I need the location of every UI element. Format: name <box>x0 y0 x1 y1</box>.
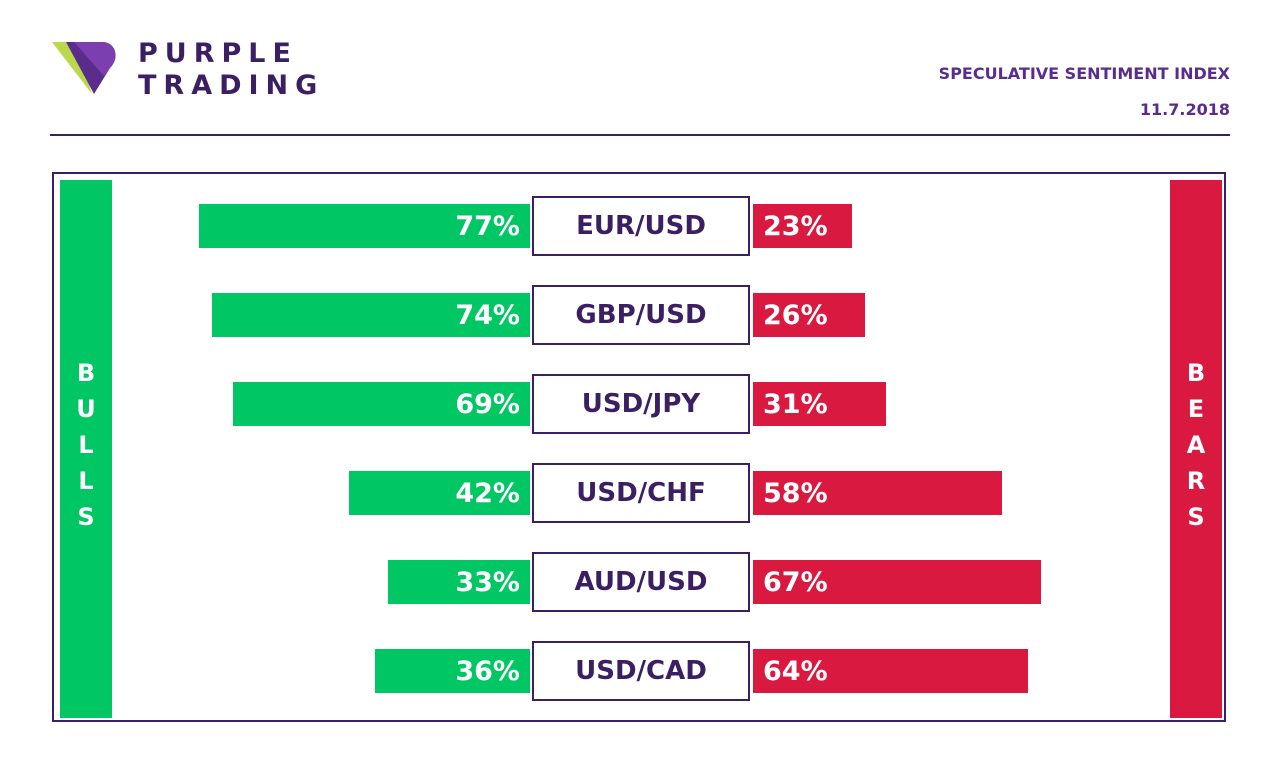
brand-line-1: PURPLE <box>138 38 298 69</box>
brand-name: PURPLE TRADING <box>138 38 324 102</box>
bull-bar-usd-cad: 36% <box>375 649 530 693</box>
bull-value-label: 42% <box>455 477 520 509</box>
bulls-side-label: BULLS <box>60 180 112 718</box>
bull-value-label: 36% <box>455 655 520 687</box>
bear-bar-usd-cad: 64% <box>753 649 1029 693</box>
bull-value-label: 69% <box>455 388 520 420</box>
header-info: SPECULATIVE SENTIMENT INDEX 11.7.2018 <box>939 56 1230 128</box>
brand-line-2: TRADING <box>138 70 325 101</box>
report-date: 11.7.2018 <box>1139 100 1230 119</box>
bear-bar-usd-jpy: 31% <box>753 382 887 426</box>
currency-pair-label: USD/CAD <box>532 641 750 701</box>
bull-bar-aud-usd: 33% <box>388 560 530 604</box>
bear-value-label: 26% <box>763 299 828 331</box>
bear-bar-eur-usd: 23% <box>753 204 852 248</box>
currency-pair-label: GBP/USD <box>532 285 750 345</box>
bull-bar-eur-usd: 77% <box>198 204 530 248</box>
bear-value-label: 23% <box>763 210 828 242</box>
currency-pair-label: EUR/USD <box>532 196 750 256</box>
bear-bar-aud-usd: 67% <box>753 560 1042 604</box>
bull-bar-usd-jpy: 69% <box>233 382 530 426</box>
bull-bar-usd-chf: 42% <box>349 471 530 515</box>
bull-value-label: 74% <box>455 299 520 331</box>
header-divider <box>50 134 1230 136</box>
bear-bar-usd-chf: 58% <box>753 471 1003 515</box>
purple-trading-logo-icon <box>52 42 116 94</box>
bear-value-label: 31% <box>763 388 828 420</box>
bulls-label: BULLS <box>72 359 100 539</box>
currency-pair-label: USD/JPY <box>532 374 750 434</box>
currency-pair-label: AUD/USD <box>532 552 750 612</box>
bull-bar-gbp-usd: 74% <box>211 293 530 337</box>
chart-frame <box>52 172 1226 722</box>
bears-side-label: BEARS <box>1170 180 1222 718</box>
page-title: SPECULATIVE SENTIMENT INDEX <box>938 64 1230 83</box>
bear-value-label: 58% <box>763 477 828 509</box>
bear-value-label: 64% <box>763 655 828 687</box>
currency-pair-label: USD/CHF <box>532 463 750 523</box>
bears-label: BEARS <box>1182 359 1210 539</box>
bear-bar-gbp-usd: 26% <box>753 293 865 337</box>
bull-value-label: 33% <box>455 566 520 598</box>
bear-value-label: 67% <box>763 566 828 598</box>
bull-value-label: 77% <box>455 210 520 242</box>
